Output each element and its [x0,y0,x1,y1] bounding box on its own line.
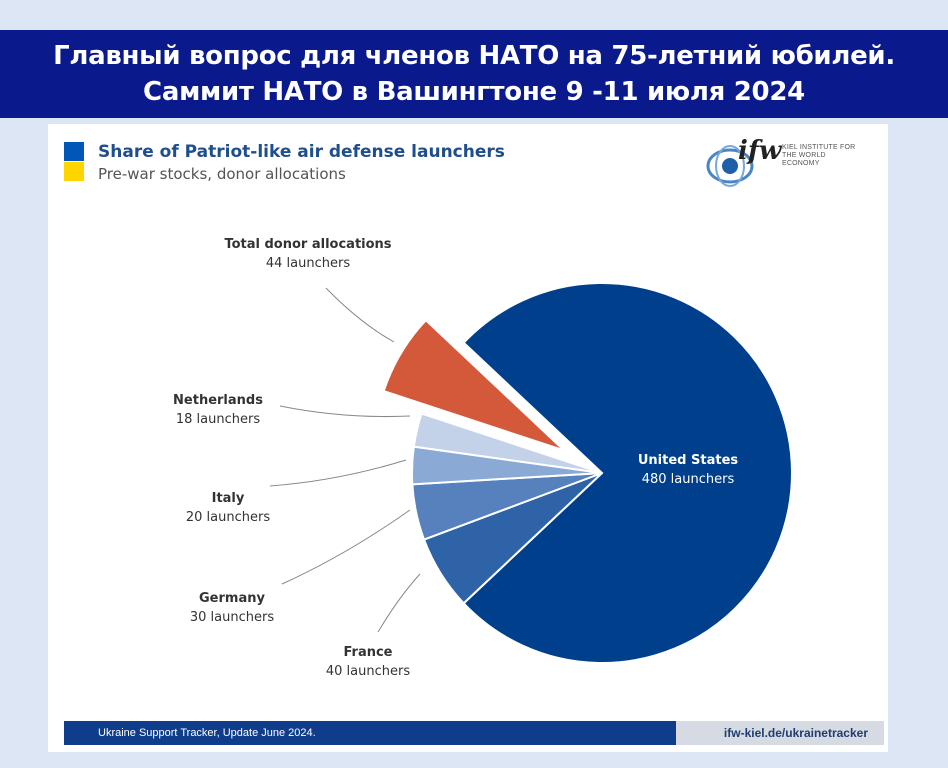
ifw-logo-mark: ifw [738,136,782,166]
leader-line-netherlands [279,405,411,418]
slice-name-italy: Italy [212,491,245,506]
pie-chart: United States 480 launchers France 40 launc… [173,237,793,679]
ukraine-flag-blue [64,142,84,161]
chart-card: Share of Patriot-like air defense launch… [48,124,888,752]
ifw-logo: ifw KIEL INSTITUTE FOR THE WORLD ECONOMY [704,132,855,190]
header-banner: Главный вопрос для членов НАТО на 75-лет… [0,30,948,118]
footer-source: Ukraine Support Tracker, Update June 202… [64,721,676,745]
footer-bar: Ukraine Support Tracker, Update June 202… [64,721,884,745]
slice-value-netherlands: 18 launchers [176,412,260,427]
globe-icon [706,145,754,187]
chart-title: Share of Patriot-like air defense launch… [98,142,505,162]
leader-line-total-donor-allocations [325,287,395,343]
chart-subtitle: Pre-war stocks, donor allocations [98,165,346,183]
leader-line-germany [281,509,411,585]
slice-name-netherlands: Netherlands [173,393,263,408]
footer-url: ifw-kiel.de/ukrainetracker [676,721,884,745]
pie-slice-total-donor-allocations [382,318,565,452]
slice-value-italy: 20 launchers [186,510,270,525]
ifw-logo-institute: KIEL INSTITUTE FOR THE WORLD ECONOMY [782,144,856,167]
pie-slice-netherlands [412,412,603,474]
slice-value-united-states: 480 launchers [642,472,735,487]
slice-value-germany: 30 launchers [190,610,274,625]
slice-value-total-donor-allocations: 44 launchers [266,256,350,271]
pie-slice-united-states [462,282,793,664]
banner-line-2: Саммит НАТО в Вашингтоне 9 -11 июля 2024 [143,77,805,107]
leader-line-italy [269,459,407,487]
ukraine-flag-yellow [64,162,84,181]
slice-name-germany: Germany [199,591,265,606]
slice-name-france: France [343,645,392,660]
slice-name-united-states: United States [638,453,739,468]
banner-line-1: Главный вопрос для членов НАТО на 75-лет… [53,41,895,71]
slice-name-total-donor-allocations: Total donor allocations [224,237,391,252]
slice-value-france: 40 launchers [326,664,410,679]
leader-line-france [377,573,421,633]
